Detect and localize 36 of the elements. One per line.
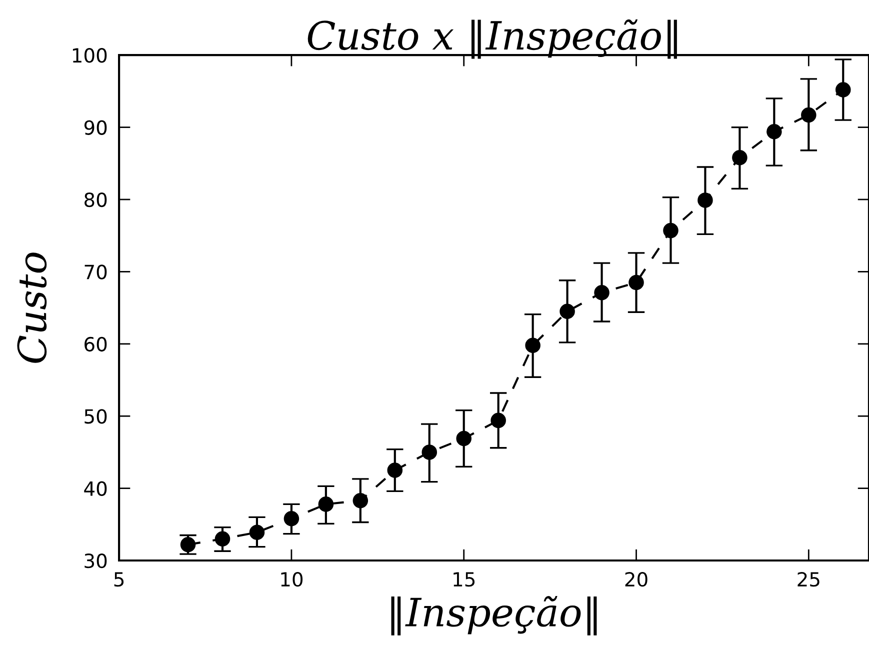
- y-tick-label: 30: [84, 553, 107, 568]
- y-tick-label: 40: [84, 481, 107, 496]
- point: [732, 150, 748, 166]
- point: [801, 107, 816, 123]
- point: [422, 444, 438, 460]
- y-tick-label: 100: [72, 48, 107, 63]
- point: [284, 511, 300, 526]
- x-tick-label: 20: [625, 572, 648, 587]
- point: [214, 531, 230, 546]
- y-tick-label: 80: [84, 192, 107, 208]
- point: [180, 536, 196, 552]
- x-tick-label: 5: [114, 572, 124, 587]
- point: [766, 124, 782, 140]
- point: [490, 412, 506, 428]
- x-tick-label: 25: [798, 572, 820, 587]
- x-tick-label: 15: [454, 572, 475, 587]
- point: [525, 338, 540, 353]
- x-tick-label: 10: [281, 572, 303, 587]
- point: [628, 274, 644, 290]
- point: [560, 304, 575, 320]
- point: [352, 492, 368, 508]
- y-tick-label: 70: [84, 264, 107, 280]
- x-axis-title: ‖Inspeção‖: [391, 596, 597, 636]
- chart-title: Custo x ‖Inspeção‖: [308, 19, 677, 59]
- point: [249, 524, 265, 540]
- point: [836, 82, 851, 98]
- y-tick-label: 50: [84, 409, 107, 424]
- y-tick-label: 60: [84, 336, 107, 352]
- point: [387, 462, 403, 478]
- y-axis-title: Custo: [17, 252, 47, 363]
- point: [698, 192, 713, 208]
- point: [663, 222, 678, 238]
- point: [318, 496, 334, 512]
- point: [594, 285, 610, 300]
- point: [456, 430, 472, 446]
- y-tick-label: 90: [84, 120, 107, 135]
